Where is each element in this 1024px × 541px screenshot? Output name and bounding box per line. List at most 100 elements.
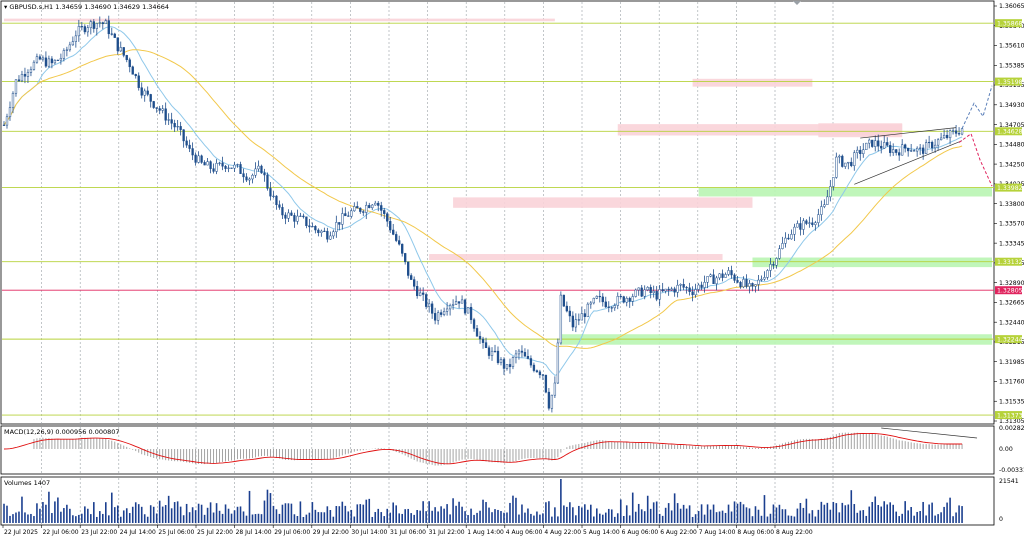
candle-body bbox=[939, 137, 943, 141]
candle-body bbox=[751, 283, 754, 287]
level-price-badge bbox=[995, 77, 1022, 86]
price-candles bbox=[2, 15, 964, 413]
candle-body bbox=[936, 139, 940, 146]
time-tick-label: 8 Aug 22:00 bbox=[776, 529, 813, 536]
candle-body bbox=[748, 283, 751, 287]
candle-body bbox=[365, 205, 368, 213]
candle-body bbox=[125, 55, 128, 60]
candle-body bbox=[601, 296, 604, 303]
candle-body bbox=[323, 230, 326, 232]
candle-body bbox=[26, 72, 30, 77]
time-tick-label: 7 Aug 14:00 bbox=[699, 529, 736, 536]
price-tick-label: 1.33570 bbox=[999, 221, 1024, 228]
candle-body bbox=[260, 165, 263, 174]
price-tick-label: 1.36065 bbox=[999, 3, 1024, 10]
candle-body bbox=[910, 150, 913, 152]
candle-body bbox=[661, 289, 664, 292]
volumes-label: Volumes 1407 bbox=[4, 479, 51, 487]
forecast-down-line bbox=[958, 132, 993, 187]
price-tick-label: 1.35610 bbox=[999, 43, 1024, 50]
candle-body bbox=[847, 161, 850, 164]
candle-body bbox=[918, 147, 922, 149]
time-tick-label: 6 Aug 22:00 bbox=[660, 529, 697, 536]
price-tick-label: 1.35155 bbox=[999, 82, 1024, 89]
candle-body bbox=[433, 313, 437, 321]
candle-body bbox=[640, 287, 643, 297]
candle-body bbox=[107, 20, 110, 35]
candle-body bbox=[811, 222, 814, 225]
level-price-badge bbox=[995, 286, 1022, 295]
macd-panel-frame bbox=[0, 425, 995, 475]
candle-body bbox=[805, 220, 808, 224]
wedge-upper-line bbox=[860, 127, 957, 139]
level-price-label: 1.32805 bbox=[997, 287, 1023, 294]
candle-body bbox=[957, 133, 961, 135]
price-tick-label: 1.34705 bbox=[999, 122, 1024, 129]
candle-body bbox=[927, 141, 931, 144]
candle-body bbox=[371, 204, 374, 209]
candle-body bbox=[832, 177, 835, 187]
candle-body bbox=[386, 213, 389, 222]
candle-body bbox=[335, 222, 338, 233]
candle-body bbox=[781, 243, 784, 249]
candle-body bbox=[266, 174, 269, 189]
candle-body bbox=[137, 75, 140, 88]
candle-body bbox=[401, 243, 404, 254]
candle-body bbox=[206, 161, 209, 166]
candle-body bbox=[529, 358, 533, 366]
candle-body bbox=[850, 161, 853, 166]
candle-body bbox=[595, 295, 598, 299]
time-tick-label: 5 Aug 14:00 bbox=[583, 529, 620, 536]
candle-body bbox=[951, 130, 955, 132]
wedge-lower-line bbox=[854, 140, 963, 185]
candle-body bbox=[736, 280, 739, 283]
candle-body bbox=[287, 212, 290, 219]
candle-body bbox=[143, 90, 146, 96]
candle-body bbox=[209, 161, 212, 169]
sr-zone bbox=[453, 197, 753, 208]
candle-body bbox=[559, 294, 563, 344]
shift-marker-icon[interactable] bbox=[793, 1, 801, 5]
time-tick-label: 30 Jul 14:00 bbox=[351, 529, 387, 536]
candle-body bbox=[712, 274, 715, 284]
candle-body bbox=[754, 284, 757, 287]
candle-body bbox=[724, 274, 727, 278]
candle-body bbox=[17, 79, 21, 82]
candle-body bbox=[248, 178, 251, 181]
candle-body bbox=[410, 275, 413, 280]
candle-body bbox=[745, 279, 748, 287]
level-price-label: 1.32244 bbox=[997, 336, 1023, 343]
price-tick-label: 1.34250 bbox=[999, 161, 1024, 168]
candle-body bbox=[523, 352, 527, 357]
candle-body bbox=[844, 162, 847, 167]
candle-body bbox=[131, 66, 134, 75]
candle-body bbox=[227, 167, 230, 169]
candle-body bbox=[74, 35, 78, 42]
candle-body bbox=[859, 149, 862, 155]
candle-body bbox=[664, 288, 667, 292]
candle-body bbox=[718, 273, 721, 279]
candle-body bbox=[688, 287, 691, 292]
candle-body bbox=[398, 240, 401, 245]
candle-body bbox=[942, 134, 946, 139]
candle-body bbox=[655, 290, 658, 300]
candle-body bbox=[511, 357, 515, 367]
collapse-arrow-icon[interactable]: ▾ bbox=[4, 3, 10, 11]
candle-body bbox=[808, 222, 811, 224]
candle-body bbox=[185, 140, 188, 146]
candle-body bbox=[191, 148, 194, 156]
candle-body bbox=[553, 382, 557, 396]
candle-body bbox=[757, 279, 760, 285]
candle-body bbox=[92, 21, 95, 29]
candle-body bbox=[700, 284, 703, 288]
candle-body bbox=[499, 359, 503, 363]
candle-body bbox=[457, 301, 461, 304]
candle-body bbox=[305, 216, 308, 227]
time-tick-label: 29 Jul 22:00 bbox=[313, 529, 349, 536]
candle-body bbox=[407, 261, 410, 276]
candle-body bbox=[880, 145, 883, 149]
candle-body bbox=[856, 149, 859, 153]
candle-body bbox=[622, 296, 625, 303]
